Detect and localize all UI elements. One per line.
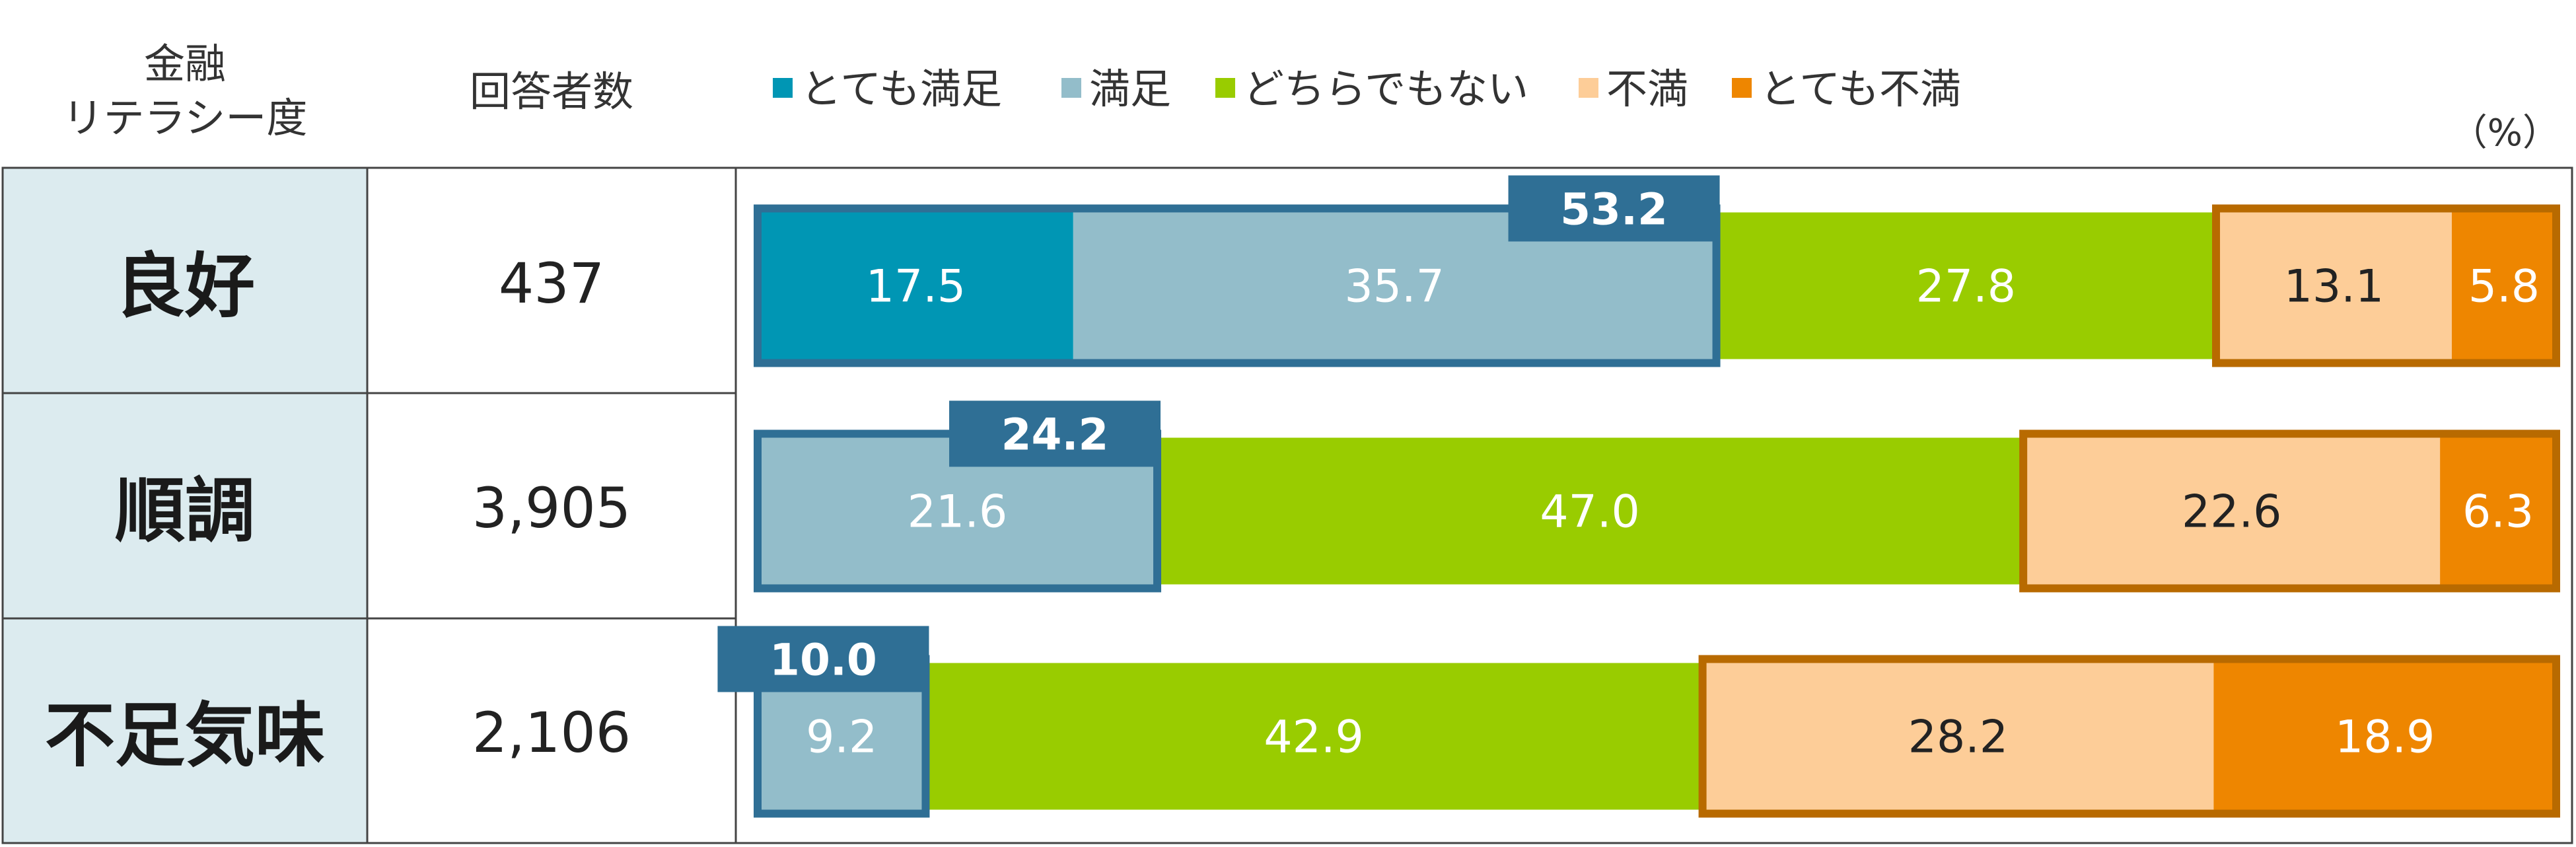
literacy-header-line2: リテラシー度 xyxy=(63,94,308,142)
satisfied-total-badge-good xyxy=(1508,175,1720,242)
bars-area: 17.5 35.7 27.8 13.1 5.8 53.2 21.6 47.0 22.6 6.3 24… xyxy=(717,175,2561,818)
value-label-ontrack-dissatisfied: 22.6 xyxy=(2182,486,2281,538)
dissatisfied-group-outline-ontrack xyxy=(2019,429,2561,593)
value-label-lacking-dissatisfied: 28.2 xyxy=(1908,712,2008,764)
legend-label-dissatisfied: 不満 xyxy=(1606,65,1688,113)
bar-lacking-neutral xyxy=(925,663,1703,810)
satisfied-total-badge-lacking xyxy=(717,626,929,692)
satisfied-total-label-good: 53.2 xyxy=(1560,184,1668,235)
value-label-lacking-satisfied: 9.2 xyxy=(806,712,877,764)
value-label-ontrack-satisfied: 21.6 xyxy=(908,486,1007,538)
category-label-lacking: 不足気味 xyxy=(45,695,325,776)
category-label-good: 良好 xyxy=(115,246,255,327)
row-good: 良好 437 xyxy=(115,246,604,327)
bar-ontrack-dissatisfied xyxy=(2023,437,2441,585)
dissatisfied-group-outline-good xyxy=(2212,204,2561,367)
row-lacking: 不足気味 2,106 xyxy=(45,695,631,776)
literacy-header-line1: 金融 xyxy=(144,40,226,88)
bar-good-dissatisfied xyxy=(2216,212,2452,359)
satisfied-total-label-lacking: 10.0 xyxy=(769,635,877,686)
table-grid xyxy=(1,166,2573,844)
dissatisfied-group-outline-lacking xyxy=(1698,655,2561,818)
bar-ontrack-neutral xyxy=(1157,437,2024,585)
bar-good-very-satisfied xyxy=(758,212,1073,359)
respondent-count-ontrack: 3,905 xyxy=(472,476,631,540)
value-label-good-very-dissatisfied: 5.8 xyxy=(2468,261,2540,313)
legend-swatch-dissatisfied xyxy=(1579,78,1598,98)
legend-swatch-very-dissatisfied xyxy=(1732,78,1752,98)
unit-label: （%） xyxy=(2451,112,2559,155)
legend-label-satisfied: 満足 xyxy=(1089,65,1171,113)
respondents-header: 回答者数 xyxy=(470,67,633,116)
value-label-good-very-satisfied: 17.5 xyxy=(866,261,966,313)
value-label-good-satisfied: 35.7 xyxy=(1344,261,1444,313)
value-label-good-neutral: 27.8 xyxy=(1916,261,2016,313)
value-label-ontrack-neutral: 47.0 xyxy=(1540,486,1639,538)
bar-good-neutral xyxy=(1715,212,2217,359)
bar-lacking-very-dissatisfied xyxy=(2213,663,2556,810)
legend-label-neutral: どちらでもない xyxy=(1243,65,1528,113)
bar-lacking-dissatisfied xyxy=(1702,663,2214,810)
bar-good-very-dissatisfied xyxy=(2451,212,2556,359)
legend-label-very-satisfied: とても満足 xyxy=(801,65,1002,113)
legend-swatch-satisfied xyxy=(1061,78,1081,98)
value-label-lacking-neutral: 42.9 xyxy=(1264,712,1363,764)
respondent-count-good: 437 xyxy=(499,251,604,316)
legend: とても満足 満足 どちらでもない 不満 とても不満 xyxy=(773,65,1961,113)
respondent-count-lacking: 2,106 xyxy=(472,700,631,765)
category-column-bg xyxy=(3,168,367,843)
satisfied-total-badge-ontrack xyxy=(949,400,1161,467)
value-label-lacking-very-dissatisfied: 18.9 xyxy=(2335,712,2435,764)
legend-label-very-dissatisfied: とても不満 xyxy=(1760,65,1961,113)
legend-swatch-very-satisfied xyxy=(773,78,793,98)
category-label-ontrack: 順調 xyxy=(115,470,255,552)
value-label-ontrack-very-dissatisfied: 6.3 xyxy=(2462,486,2534,538)
satisfied-total-label-ontrack: 24.2 xyxy=(1001,410,1109,460)
row-ontrack: 順調 3,905 xyxy=(115,470,631,552)
value-label-good-dissatisfied: 13.1 xyxy=(2284,261,2384,313)
satisfied-group-outline-good xyxy=(754,204,1721,367)
bar-ontrack-very-dissatisfied xyxy=(2440,437,2556,585)
legend-swatch-neutral xyxy=(1215,78,1235,98)
